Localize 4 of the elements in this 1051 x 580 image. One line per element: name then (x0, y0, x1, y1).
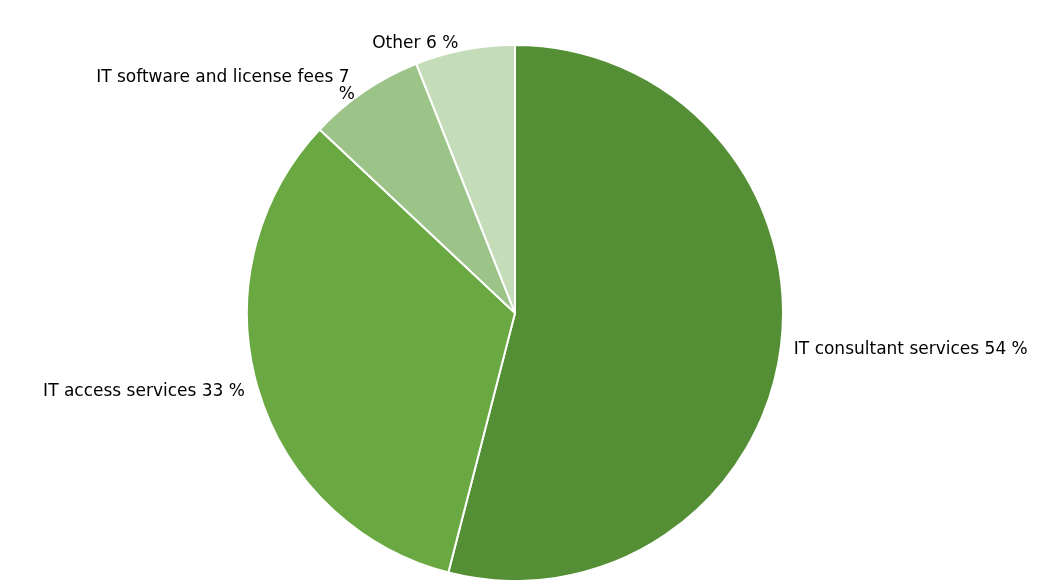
slice-label: IT access services 33 % (43, 380, 245, 400)
slice-label: Other 6 % (372, 31, 459, 52)
slice-label: IT software and license fees 7 % (96, 66, 355, 104)
slice-label: IT consultant services 54 % (793, 337, 1028, 358)
